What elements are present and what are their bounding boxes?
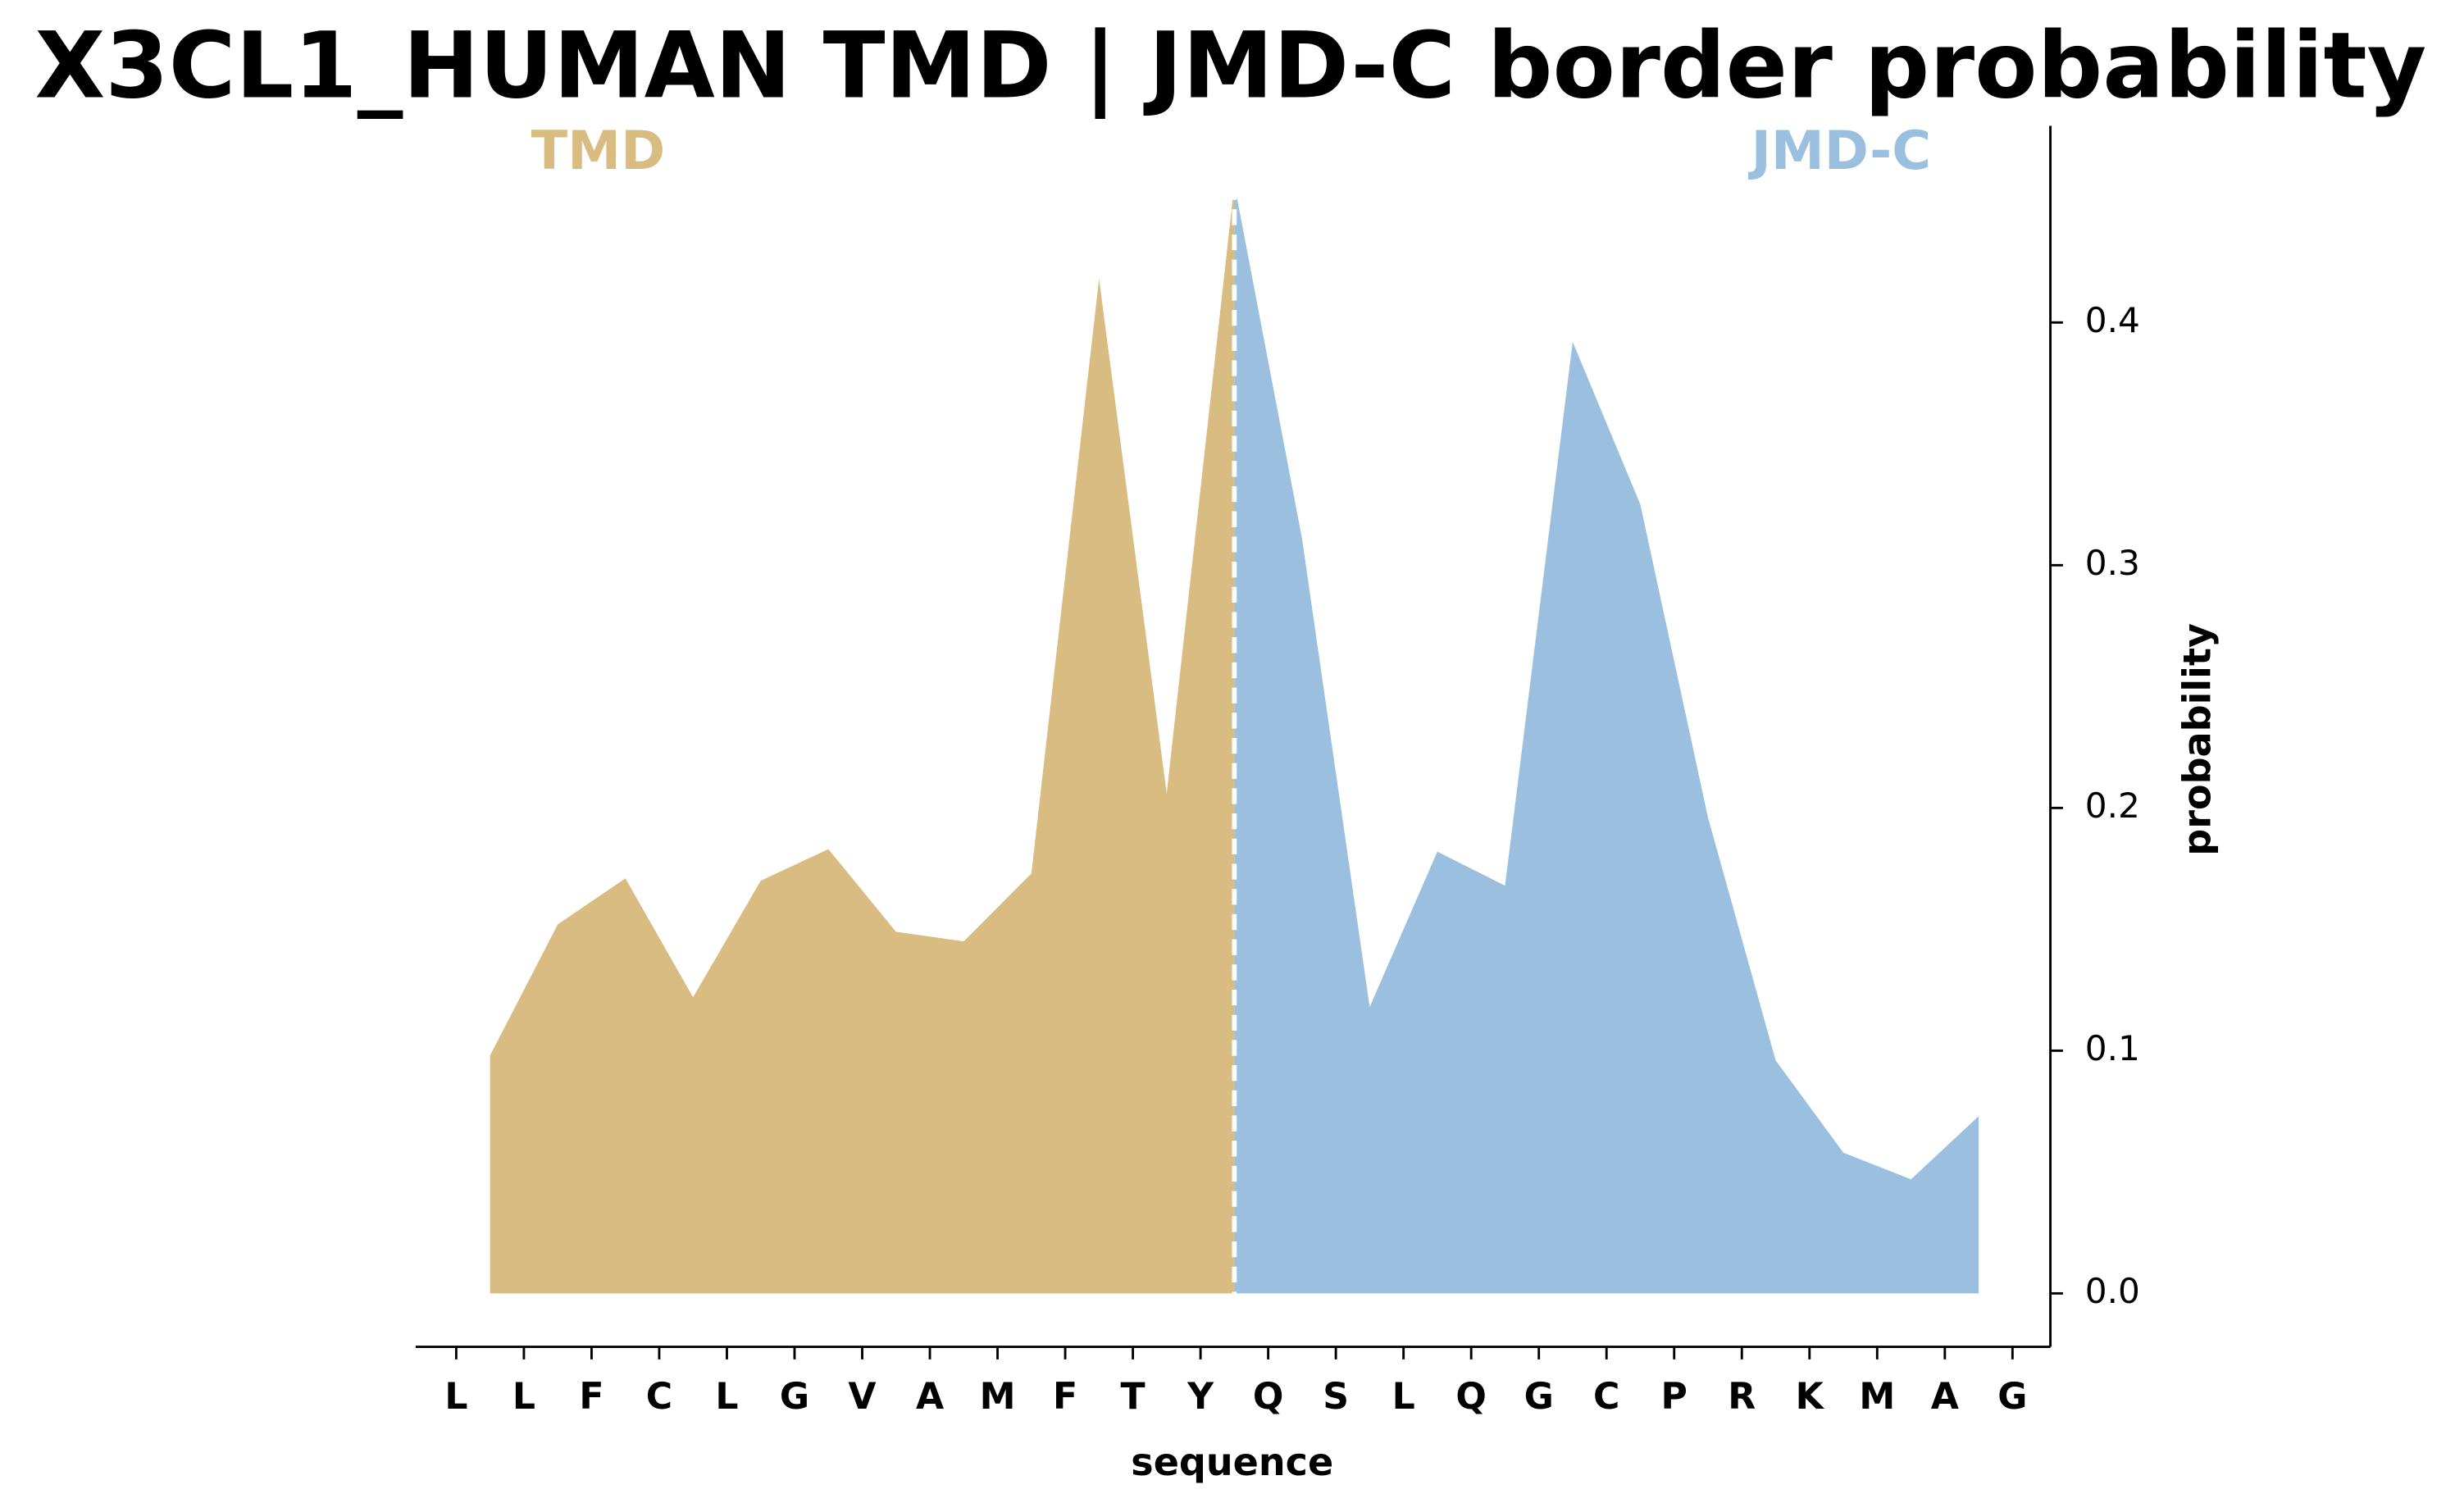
x-tick-label: V bbox=[848, 1376, 876, 1418]
y-axis-label: probability bbox=[2175, 623, 2219, 856]
y-tick-label: 0.2 bbox=[2085, 786, 2140, 826]
x-tick-label: A bbox=[1931, 1376, 1959, 1418]
y-tick-label: 0.0 bbox=[2085, 1271, 2140, 1311]
x-tick-label: R bbox=[1728, 1376, 1756, 1418]
x-tick-label: G bbox=[1997, 1376, 2027, 1418]
area bbox=[1234, 184, 1979, 1294]
area bbox=[490, 184, 1235, 1294]
x-tick-label: S bbox=[1323, 1376, 1349, 1418]
x-tick-label: M bbox=[1859, 1376, 1895, 1418]
x-tick-label: T bbox=[1121, 1376, 1146, 1418]
x-tick-label: G bbox=[780, 1376, 809, 1418]
x-tick-label: L bbox=[444, 1376, 467, 1418]
series-label: JMD-C bbox=[1748, 120, 1932, 182]
x-tick-label: G bbox=[1524, 1376, 1554, 1418]
x-tick-label: L bbox=[1392, 1376, 1415, 1418]
chart-title: X3CL1_HUMAN TMD | JMD-C border probabili… bbox=[34, 14, 2426, 120]
series-label: TMD bbox=[531, 120, 666, 182]
x-tick-label: L bbox=[512, 1376, 535, 1418]
x-tick-label: A bbox=[916, 1376, 944, 1418]
x-tick-label: C bbox=[646, 1376, 672, 1418]
x-tick-label: P bbox=[1661, 1376, 1688, 1418]
y-tick-label: 0.1 bbox=[2085, 1028, 2140, 1068]
x-axis-label: sequence bbox=[1131, 1440, 1333, 1484]
x-tick-label: Y bbox=[1187, 1376, 1214, 1418]
x-tick-label: Q bbox=[1455, 1376, 1487, 1418]
x-tick-label: M bbox=[980, 1376, 1016, 1418]
x-tick-label: F bbox=[579, 1376, 604, 1418]
x-tick-label: K bbox=[1796, 1376, 1825, 1418]
x-tick-label: F bbox=[1053, 1376, 1077, 1418]
y-tick-label: 0.4 bbox=[2085, 300, 2140, 340]
x-tick-label: C bbox=[1593, 1376, 1619, 1418]
x-tick-label: Q bbox=[1253, 1376, 1284, 1418]
x-tick-label: L bbox=[715, 1376, 738, 1418]
y-tick-label: 0.3 bbox=[2085, 543, 2140, 583]
